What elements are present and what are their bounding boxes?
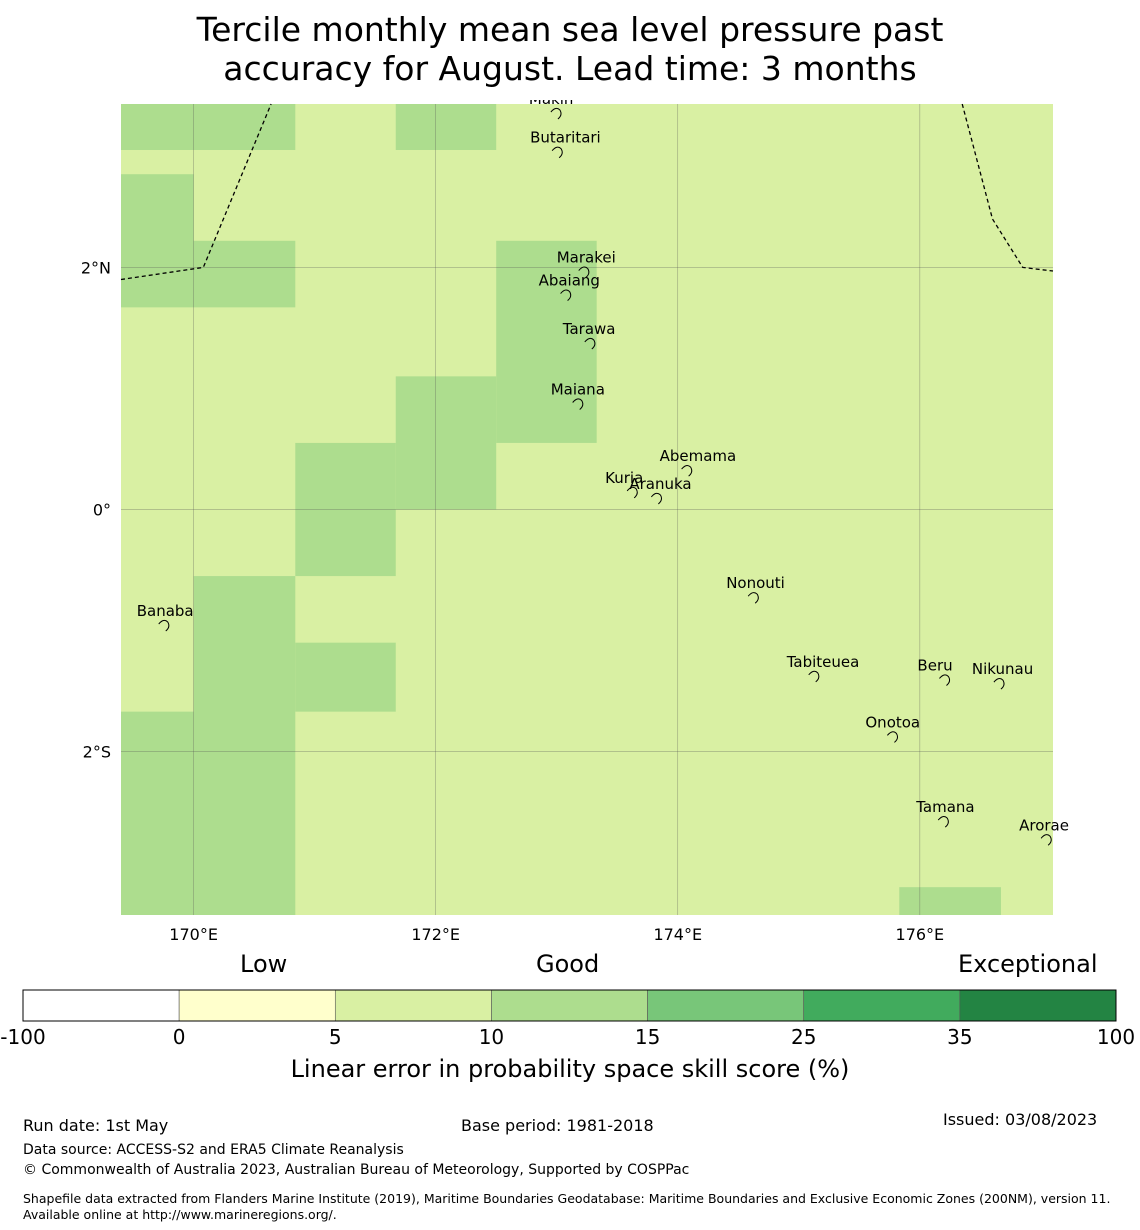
colorbar-word-low: Low bbox=[240, 950, 288, 978]
skill-cell bbox=[121, 711, 194, 915]
island-label-beru: Beru bbox=[917, 656, 952, 674]
colorbar-bin bbox=[647, 989, 805, 1022]
x-tick-label: 174°E bbox=[653, 925, 702, 944]
y-tick-label: 2°N bbox=[81, 258, 111, 277]
y-tick-label: 0° bbox=[93, 501, 111, 520]
island-outline-banaba bbox=[158, 619, 170, 632]
island-label-marakei: Marakei bbox=[557, 249, 616, 267]
island-label-aranuka: Aranuka bbox=[629, 475, 691, 493]
map-title-line-2: accuracy for August. Lead time: 3 months bbox=[223, 49, 917, 88]
eez-boundary bbox=[961, 103, 1054, 272]
island-outline-arorae bbox=[1040, 834, 1052, 846]
island-outline-marakei bbox=[578, 266, 590, 278]
island-outline-beru bbox=[939, 674, 951, 686]
island-outline-makin bbox=[550, 107, 562, 120]
base-period: Base period: 1981-2018 bbox=[461, 1116, 654, 1135]
island-label-onotoa: Onotoa bbox=[865, 713, 920, 731]
colorbar-bin bbox=[22, 989, 180, 1022]
skill-cell bbox=[395, 104, 497, 150]
issued-date: Issued: 03/08/2023 bbox=[943, 1110, 1098, 1129]
copyright: © Commonwealth of Australia 2023, Austra… bbox=[23, 1162, 690, 1178]
island-label-abemama: Abemama bbox=[660, 447, 737, 465]
island-label-tamana: Tamana bbox=[915, 798, 974, 816]
y-tick-label: 2°S bbox=[83, 743, 111, 762]
island-label-banaba: Banaba bbox=[137, 602, 194, 620]
colorbar-tick-label: -100 bbox=[0, 1025, 45, 1049]
island-outline-maiana bbox=[572, 398, 584, 410]
island-label-tabiteuea: Tabiteuea bbox=[786, 653, 860, 671]
island-label-nikunau: Nikunau bbox=[972, 660, 1033, 678]
island-label-kuria: Kuria bbox=[605, 469, 643, 487]
colorbar-bin bbox=[334, 989, 492, 1022]
skill-cell bbox=[121, 240, 296, 308]
colorbar-tick-label: 5 bbox=[329, 1025, 342, 1049]
x-tick-label: 172°E bbox=[411, 925, 460, 944]
island-outline-abaiang bbox=[560, 289, 572, 301]
island-outline-butaritari bbox=[551, 146, 563, 159]
skill-cell bbox=[295, 642, 396, 712]
island-outline-onotoa bbox=[887, 731, 899, 743]
island-outline-tarawa bbox=[584, 337, 596, 350]
run-date: Run date: 1st May bbox=[23, 1116, 169, 1135]
skill-cell bbox=[121, 104, 296, 150]
island-label-nonouti: Nonouti bbox=[726, 574, 785, 592]
map-title: Tercile monthly mean sea level pressure … bbox=[0, 10, 1140, 88]
island-label-arorae: Arorae bbox=[1019, 816, 1069, 834]
colorbar-bin bbox=[178, 989, 336, 1022]
island-label-abaiang: Abaiang bbox=[539, 272, 600, 290]
island-label-makin: Makin bbox=[529, 100, 574, 108]
colorbar-tick-label: 10 bbox=[479, 1025, 504, 1049]
island-label-maiana: Maiana bbox=[551, 381, 605, 399]
island-outline-nikunau bbox=[993, 678, 1005, 690]
colorbar-tick-label: 35 bbox=[947, 1025, 972, 1049]
colorbar: -100 0 5 10 15 25 35 100 bbox=[0, 989, 1135, 1049]
island-outline-nonouti bbox=[747, 592, 759, 604]
colorbar-word-exceptional: Exceptional bbox=[958, 950, 1098, 978]
skill-cell bbox=[395, 376, 497, 510]
island-outline-tamana bbox=[937, 816, 949, 828]
skill-map: Makin Butaritari Marakei Abaiang Tarawa Maian… bbox=[81, 100, 1069, 944]
island-outline-abemama bbox=[681, 464, 693, 477]
colorbar-bin bbox=[491, 989, 648, 1022]
x-tick-label: 170°E bbox=[169, 925, 218, 944]
skill-cell bbox=[899, 887, 1001, 915]
colorbar-tick-label: 25 bbox=[791, 1025, 816, 1049]
skill-cell bbox=[295, 442, 396, 510]
island-outline-aranuka bbox=[650, 492, 662, 505]
island-label-tarawa: Tarawa bbox=[562, 320, 616, 338]
x-tick-label: 176°E bbox=[896, 925, 945, 944]
map-title-line-1: Tercile monthly mean sea level pressure … bbox=[196, 10, 944, 49]
colorbar-frame bbox=[22, 989, 1117, 1022]
colorbar-bin bbox=[959, 989, 1117, 1022]
skill-cell bbox=[193, 576, 296, 915]
island-label-butaritari: Butaritari bbox=[530, 129, 601, 147]
data-source: Data source: ACCESS-S2 and ERA5 Climate … bbox=[23, 1142, 404, 1158]
island-outline-tabiteuea bbox=[808, 670, 820, 683]
skill-cell bbox=[295, 509, 396, 577]
island-outline-kuria bbox=[626, 486, 638, 499]
colorbar-word-good: Good bbox=[536, 950, 600, 978]
shapefile-credit: Shapefile data extracted from Flanders M… bbox=[23, 1191, 1111, 1222]
colorbar-tick-label: 100 bbox=[1097, 1025, 1135, 1049]
colorbar-label: Linear error in probability space skill … bbox=[290, 1055, 850, 1083]
colorbar-tick-label: 15 bbox=[635, 1025, 660, 1049]
colorbar-tick-label: 0 bbox=[173, 1025, 186, 1049]
colorbar-bin bbox=[803, 989, 961, 1022]
